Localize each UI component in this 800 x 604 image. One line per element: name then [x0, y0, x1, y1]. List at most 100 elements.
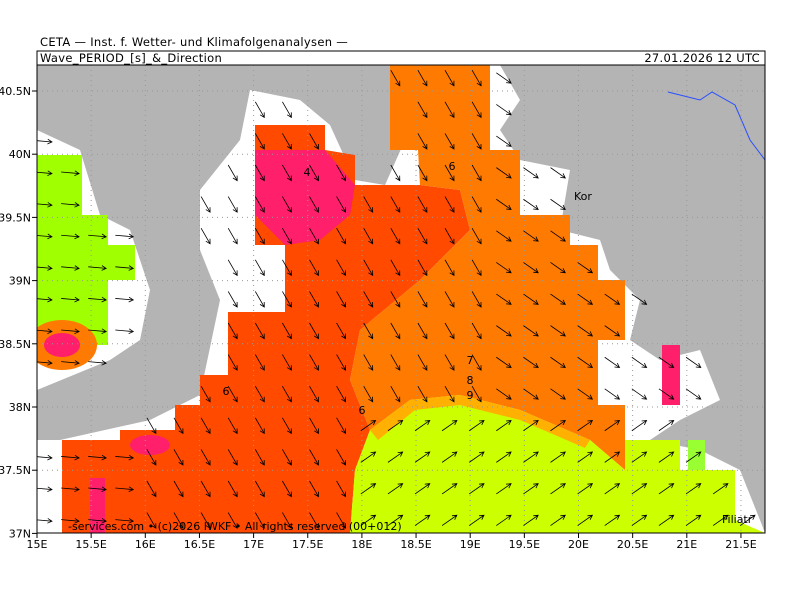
- direction-arrow: [173, 449, 184, 466]
- direction-arrow: [309, 196, 319, 213]
- direction-arrow: [115, 233, 135, 240]
- direction-arrow: [444, 354, 455, 371]
- direction-arrow: [523, 325, 539, 337]
- direction-arrow: [658, 451, 675, 463]
- direction-arrow: [309, 133, 319, 150]
- direction-arrow: [336, 449, 347, 466]
- direction-arrow: [309, 164, 319, 182]
- direction-arrow: [444, 133, 455, 150]
- direction-arrow: [523, 514, 539, 526]
- direction-arrow: [363, 354, 374, 371]
- direction-arrow: [496, 104, 512, 116]
- direction-arrow: [227, 228, 238, 245]
- direction-arrow: [685, 514, 702, 526]
- direction-arrow: [254, 259, 265, 277]
- direction-arrow: [468, 451, 485, 463]
- direction-arrow: [360, 419, 377, 432]
- period-zone: [62, 125, 470, 533]
- direction-arrow: [496, 293, 512, 305]
- direction-arrow: [254, 354, 265, 371]
- direction-arrow: [658, 419, 675, 432]
- direction-arrow: [414, 483, 431, 495]
- direction-arrow: [444, 228, 455, 245]
- contour-label: 6: [449, 160, 456, 173]
- direction-arrow: [577, 262, 594, 274]
- lon-label: 16.5E: [184, 538, 215, 551]
- direction-arrow: [61, 296, 80, 303]
- direction-arrow: [417, 291, 428, 308]
- direction-arrow: [444, 70, 455, 87]
- direction-arrow: [441, 514, 458, 526]
- direction-arrow: [496, 325, 512, 337]
- direction-arrow: [282, 259, 292, 277]
- direction-arrow: [227, 417, 238, 435]
- direction-arrow: [363, 228, 374, 245]
- direction-arrow: [604, 451, 621, 463]
- lon-label: 19.5E: [509, 538, 540, 551]
- period-zone: [370, 395, 590, 448]
- direction-arrow: [444, 259, 455, 277]
- direction-arrow: [227, 354, 238, 371]
- direction-arrow: [254, 228, 265, 245]
- direction-arrow: [254, 386, 265, 403]
- period-zone: [37, 155, 135, 345]
- direction-arrow: [254, 164, 265, 182]
- direction-arrow: [471, 101, 482, 119]
- direction-arrow: [387, 514, 404, 526]
- direction-arrow: [417, 70, 428, 87]
- direction-arrow: [631, 451, 648, 463]
- direction-arrow: [631, 293, 648, 305]
- direction-arrow: [685, 451, 702, 463]
- direction-arrow: [254, 322, 265, 340]
- direction-arrow: [631, 514, 648, 526]
- direction-arrow: [577, 514, 594, 526]
- lat-label: 40N: [9, 148, 31, 161]
- direction-arrow: [414, 451, 431, 463]
- direction-arrow: [282, 196, 292, 213]
- contour-label: 6: [223, 385, 230, 398]
- direction-arrow: [471, 386, 482, 403]
- direction-arrow: [523, 167, 539, 179]
- direction-arrow: [577, 293, 594, 305]
- direction-arrow: [282, 228, 292, 245]
- direction-arrow: [658, 514, 675, 526]
- direction-arrow: [550, 388, 566, 400]
- direction-arrow: [254, 196, 265, 213]
- direction-arrow: [523, 293, 539, 305]
- direction-arrow: [360, 451, 377, 463]
- direction-arrow: [227, 322, 238, 340]
- direction-arrow: [496, 167, 512, 179]
- contour-label: 8: [467, 374, 474, 387]
- direction-arrow: [550, 167, 566, 179]
- direction-arrow: [523, 388, 539, 400]
- direction-arrow: [282, 512, 292, 529]
- direction-arrow: [471, 354, 482, 371]
- direction-arrow: [61, 360, 80, 366]
- direction-arrow: [577, 356, 594, 369]
- direction-arrow: [387, 451, 404, 463]
- direction-arrow: [604, 293, 621, 305]
- map-frame: [36, 64, 766, 534]
- direction-arrow: [441, 483, 458, 495]
- direction-arrow: [336, 291, 347, 308]
- direction-arrow: [200, 386, 211, 403]
- lon-label: 15.5E: [75, 538, 106, 551]
- direction-arrow: [523, 198, 539, 211]
- direction-arrow: [282, 354, 292, 371]
- direction-arrow: [173, 512, 184, 529]
- direction-arrow: [309, 512, 319, 529]
- direction-arrow: [146, 512, 157, 529]
- direction-arrow: [604, 325, 621, 337]
- period-zone: [662, 345, 680, 405]
- direction-arrow: [444, 101, 455, 119]
- copyright: -services.com • (c)2026 IWKF • All right…: [68, 520, 402, 533]
- direction-arrow: [471, 259, 482, 277]
- direction-arrow: [417, 164, 428, 182]
- lon-label: 18.5E: [400, 538, 431, 551]
- direction-arrow: [471, 196, 482, 213]
- direction-arrow: [468, 514, 485, 526]
- contour-label: 6: [359, 404, 366, 417]
- place-label: Filiatr: [722, 513, 753, 526]
- lat-label: 40.5N: [0, 85, 31, 98]
- direction-arrow: [468, 419, 485, 432]
